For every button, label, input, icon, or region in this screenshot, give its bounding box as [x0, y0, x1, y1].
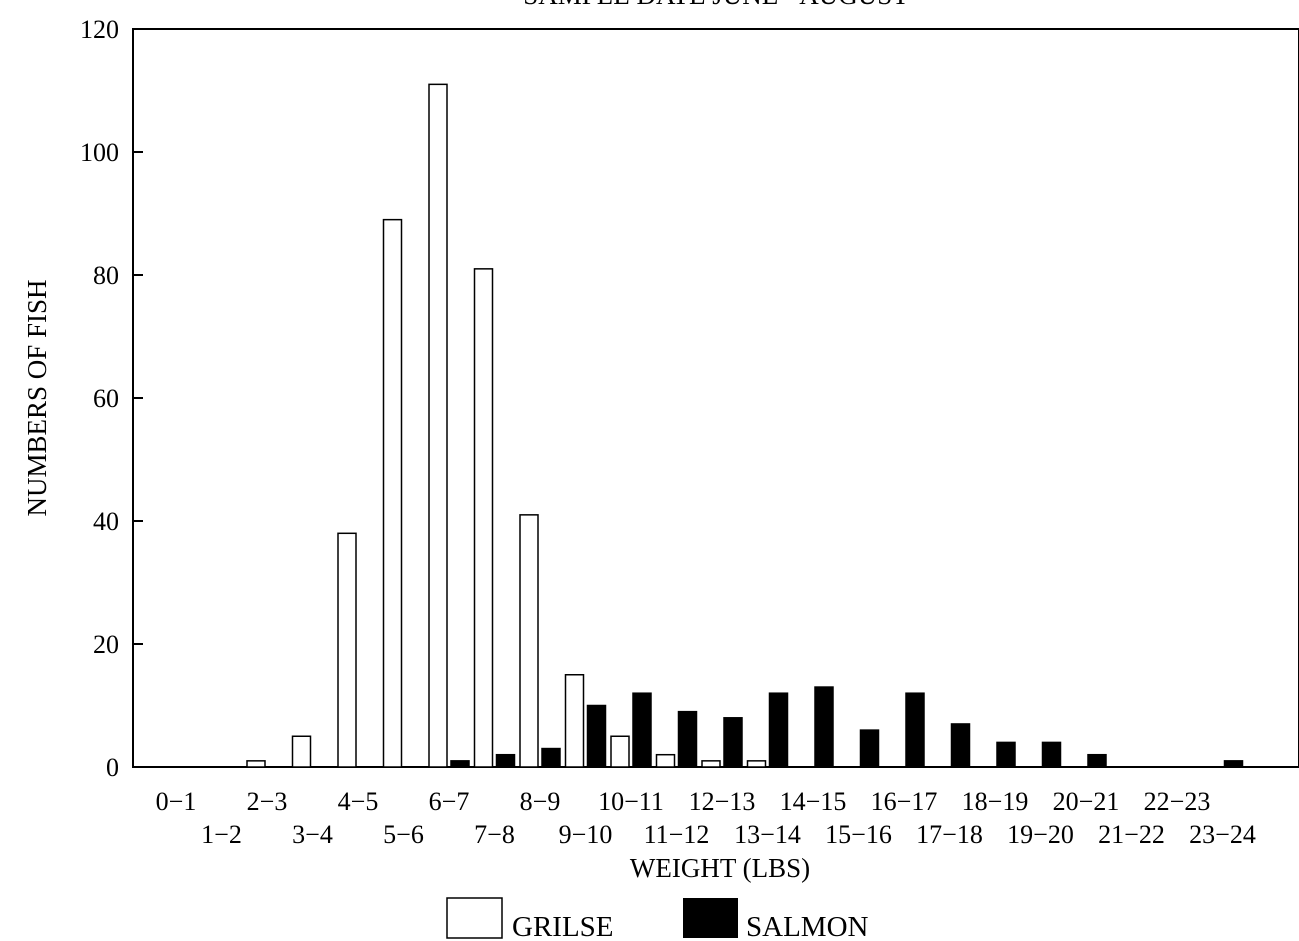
- x-tick-label: 10−11: [598, 787, 664, 816]
- bar-salmon: [859, 729, 880, 768]
- x-tick-label: 16−17: [871, 787, 938, 816]
- x-tick-label: 23−24: [1189, 820, 1256, 849]
- x-tick-label: 13−14: [734, 820, 801, 849]
- x-tick-label: 17−18: [916, 820, 983, 849]
- bar-grilse: [337, 532, 357, 768]
- x-tick-label: 9−10: [559, 820, 613, 849]
- bar-grilse: [246, 760, 266, 768]
- bar-salmon: [905, 692, 925, 768]
- x-tick-label: 6−7: [429, 787, 470, 816]
- bar-grilse: [291, 735, 312, 768]
- y-axis: 0 20 40 60 80 100 120: [80, 15, 143, 782]
- y-tick-label: 20: [93, 630, 119, 659]
- bar-salmon: [1087, 753, 1107, 768]
- x-tick-label: 5−6: [383, 820, 424, 849]
- x-tick-label: 18−19: [962, 787, 1029, 816]
- y-tick-label: 60: [93, 384, 119, 413]
- x-tick-label: 0−1: [156, 787, 197, 816]
- y-tick-label: 40: [93, 507, 119, 536]
- y-tick-label: 100: [80, 138, 119, 167]
- bar-salmon: [1041, 741, 1062, 768]
- y-tick-label: 120: [80, 15, 119, 44]
- x-axis: 0−1 2−3 4−5 6−7 8−9 10−11 12−13 14−15 16−17 18−19…: [156, 787, 1256, 849]
- legend-swatch-grilse: [446, 897, 503, 939]
- x-tick-label: 2−3: [247, 787, 288, 816]
- bar-grilse: [701, 760, 721, 768]
- bar-salmon: [814, 686, 834, 768]
- bar-salmon: [950, 723, 971, 768]
- bar-grilse: [382, 218, 403, 768]
- x-tick-label: 8−9: [520, 787, 561, 816]
- x-tick-label: 22−23: [1144, 787, 1211, 816]
- bars: [246, 83, 1244, 768]
- bar-salmon: [495, 753, 516, 768]
- bar-grilse: [473, 268, 494, 768]
- y-axis-title: NUMBERS OF FISH: [22, 279, 52, 516]
- x-tick-label: 20−21: [1053, 787, 1120, 816]
- y-tick-label: 0: [106, 753, 119, 782]
- bar-salmon: [1223, 760, 1244, 768]
- x-tick-label: 19−20: [1007, 820, 1074, 849]
- bar-salmon: [723, 717, 743, 768]
- bar-grilse: [428, 83, 448, 768]
- x-tick-label: 3−4: [292, 820, 333, 849]
- x-axis-title: WEIGHT (LBS): [630, 853, 810, 883]
- bar-salmon: [586, 704, 607, 768]
- x-tick-label: 12−13: [689, 787, 756, 816]
- bar-salmon: [632, 692, 652, 768]
- x-tick-label: 15−16: [825, 820, 892, 849]
- bar-grilse: [746, 760, 767, 768]
- x-tick-label: 21−22: [1098, 820, 1165, 849]
- bar-grilse: [655, 753, 676, 768]
- legend-swatch-salmon: [683, 898, 738, 938]
- x-tick-label: 11−12: [644, 820, 710, 849]
- y-tick-label: 80: [93, 261, 119, 290]
- chart-title: SAMPLE DATE JUNE - AUGUST: [523, 0, 909, 10]
- bar-grilse: [519, 514, 539, 768]
- bar-salmon: [677, 710, 698, 768]
- x-tick-label: 14−15: [780, 787, 847, 816]
- bar-salmon: [996, 741, 1016, 768]
- bar-salmon: [768, 692, 789, 768]
- legend-label-grilse: GRILSE: [512, 911, 614, 941]
- bar-salmon: [541, 747, 561, 768]
- bar-grilse: [610, 735, 630, 768]
- x-tick-label: 7−8: [474, 820, 515, 849]
- legend: GRILSE SALMON: [446, 897, 869, 941]
- bar-salmon: [450, 760, 470, 768]
- x-tick-label: 4−5: [338, 787, 379, 816]
- plot-frame: [132, 28, 1299, 768]
- legend-label-salmon: SALMON: [746, 911, 869, 941]
- bar-grilse: [564, 674, 585, 768]
- x-tick-label: 1−2: [201, 820, 242, 849]
